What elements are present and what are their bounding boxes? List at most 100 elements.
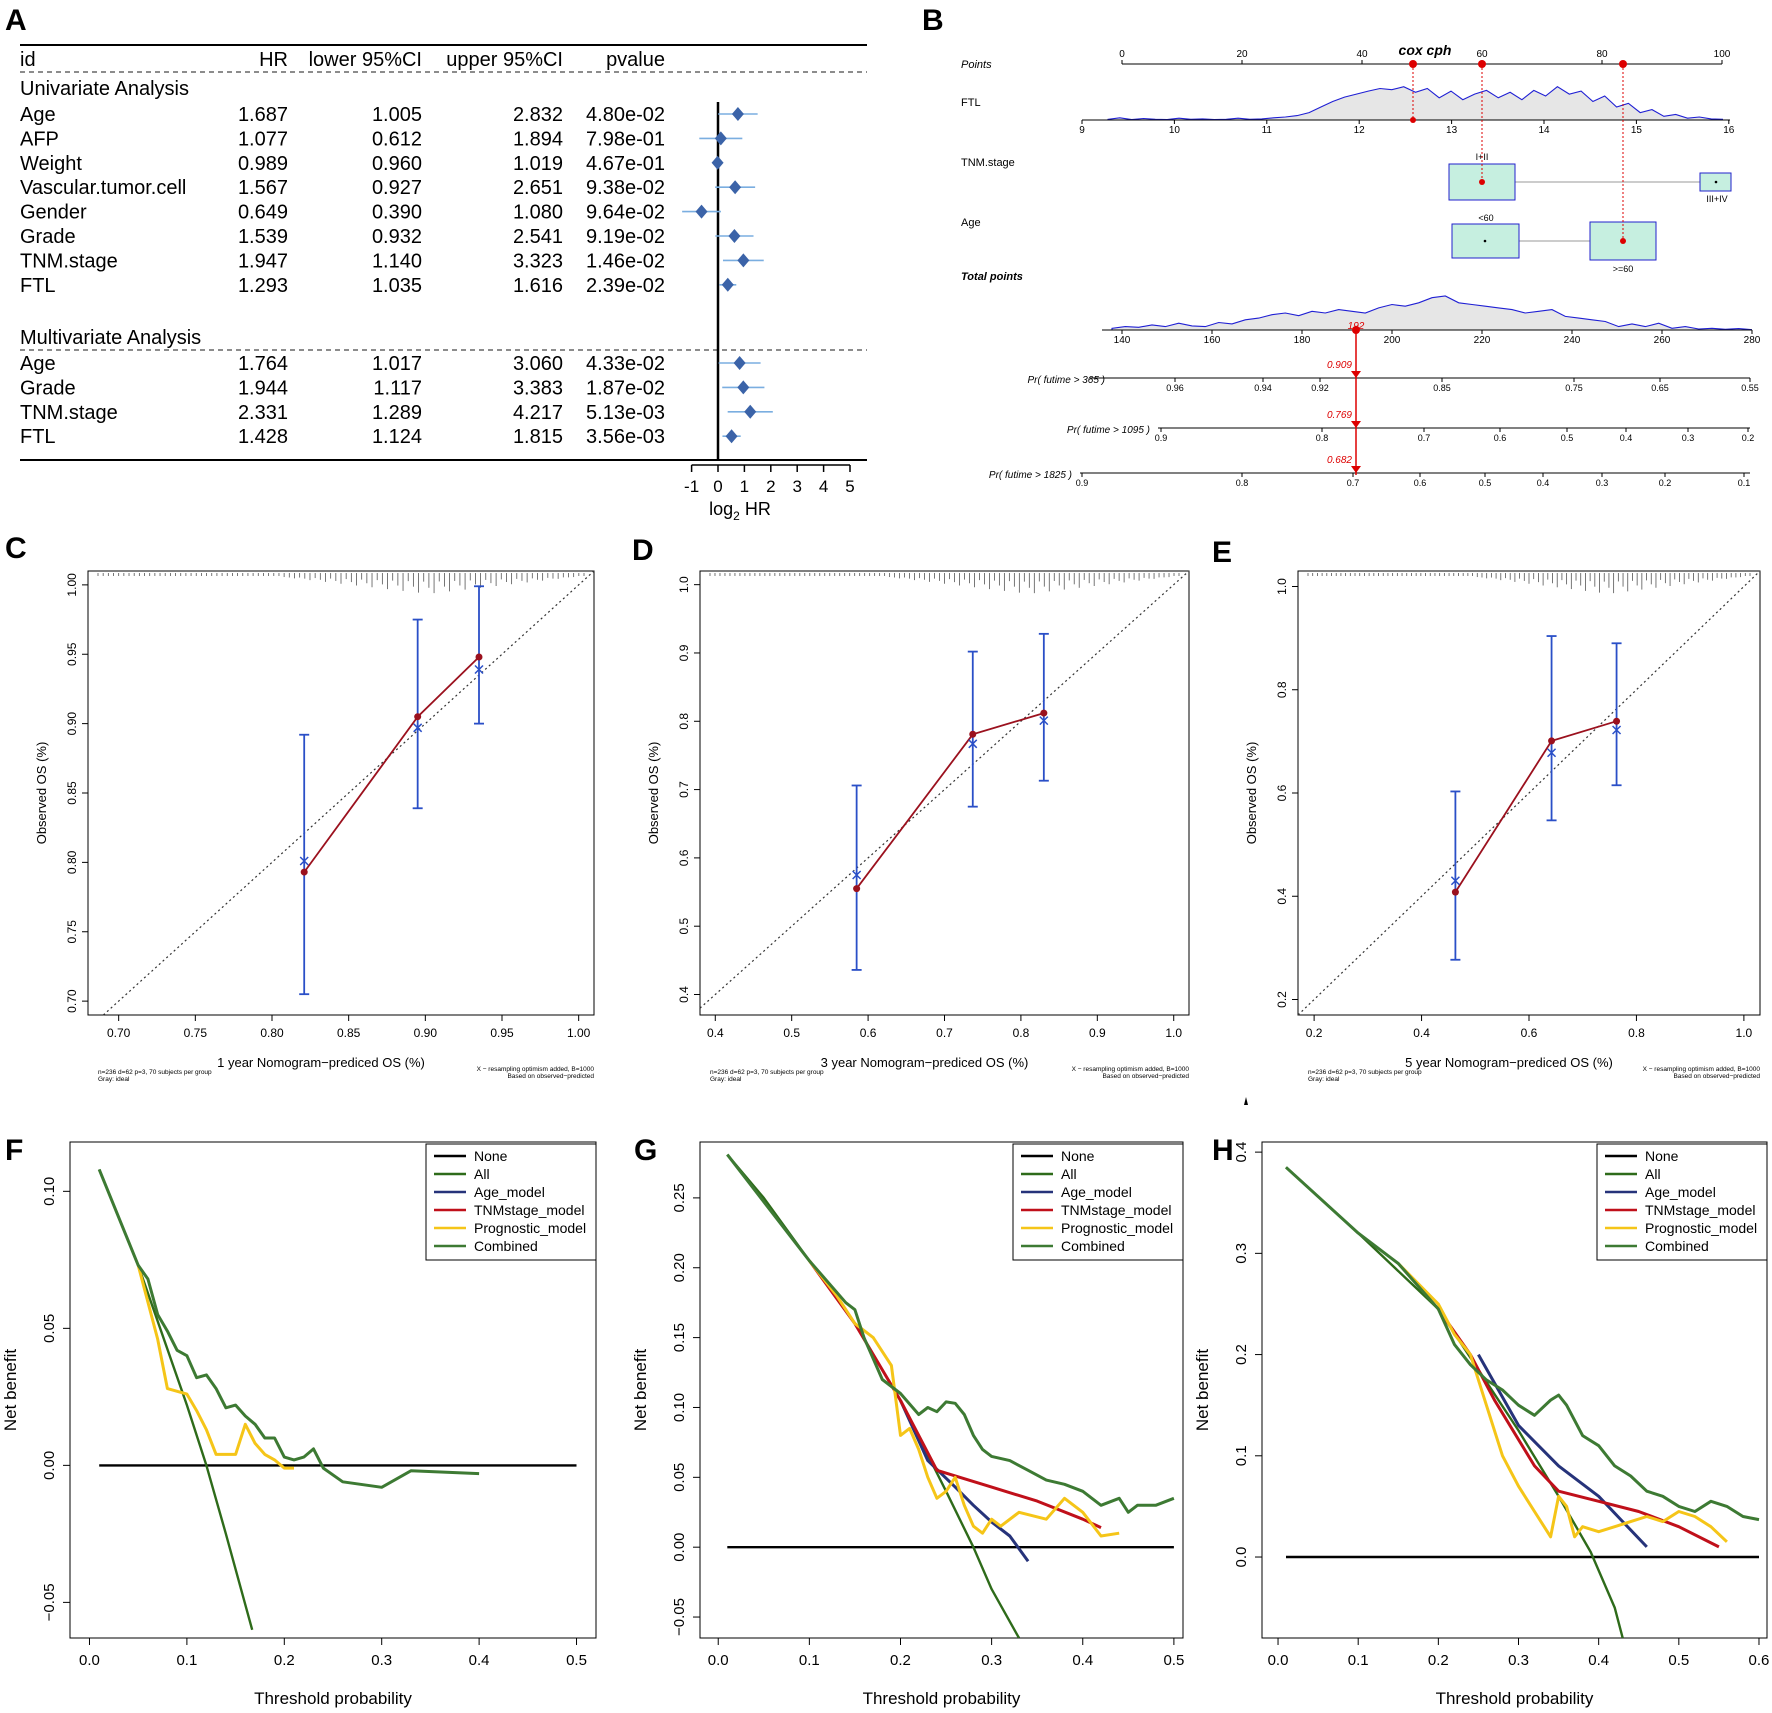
note-left-0: n=236 d=62 p=3, 70 subjects per group	[710, 1069, 824, 1076]
uni-hr-point-0	[731, 107, 744, 121]
series-all	[726, 1153, 1021, 1638]
legend-label-2: Age_model	[1061, 1184, 1132, 1200]
series-combined	[97, 1168, 480, 1489]
legend-label-2: Age_model	[1645, 1184, 1716, 1200]
calibration-1-year: 0.70 0.75 0.80 0.85 0.90 0.95 1.00 0.70 0.75 0.80…	[34, 570, 595, 1083]
uni-lower-0: 1.005	[372, 104, 422, 126]
pr1095-axis-label-1: 0.8	[1316, 433, 1329, 443]
uni-hr-2: 0.989	[238, 153, 288, 175]
y-tick-label-1: 0.00	[41, 1451, 58, 1480]
dca-frame	[69, 1141, 597, 1639]
uni-hr-6: 1.947	[238, 250, 288, 272]
uni-id-5: Grade	[20, 226, 76, 248]
total-axis-label-1: 160	[1204, 335, 1221, 346]
uni-lower-6: 1.140	[372, 250, 422, 272]
uni-pvalue-3: 9.38e-02	[586, 177, 665, 199]
dca-ylabel: Net benefit	[1193, 1349, 1212, 1431]
points-axis-label-1: 20	[1236, 49, 1248, 60]
multi-id-3: FTL	[20, 426, 56, 448]
uni-hr-point-1	[714, 131, 727, 146]
x-tick-label-2: 0.2	[890, 1652, 911, 1669]
corrected-point-1	[1547, 748, 1557, 758]
uni-lower-4: 0.390	[372, 202, 422, 224]
series-age-model	[899, 1399, 1030, 1563]
total-value-label: 192	[1348, 321, 1365, 332]
x-tick-label-1: 0.1	[799, 1652, 820, 1669]
multi-pvalue-3: 3.56e-03	[586, 426, 665, 448]
pr365-axis-label-2: 0.92	[1311, 383, 1329, 393]
x-tick-label-5: 0.9	[1089, 1026, 1106, 1040]
x-tick-label-0: 0.0	[1268, 1652, 1289, 1669]
x-tick-label-6: 0.6	[1749, 1652, 1770, 1669]
tnm-value-dot	[1479, 179, 1485, 185]
dca-1-year: None All Age_model TNMstage_model Prognostic…	[1, 1141, 597, 1708]
observed-point-1	[969, 730, 977, 738]
uni-hr-4: 0.649	[238, 202, 288, 224]
ftl-axis-label-3: 12	[1354, 125, 1366, 136]
series-all	[98, 1168, 254, 1631]
pr365-axis-label-4: 0.75	[1565, 383, 1583, 393]
header-hr: HR	[259, 49, 288, 71]
pr1825-axis-label-6: 0.3	[1596, 478, 1609, 488]
legend-label-3: TNMstage_model	[474, 1202, 585, 1218]
uni-id-4: Gender	[20, 202, 87, 224]
uni-lower-2: 0.960	[372, 153, 422, 175]
forest-axis: -1 0 1 2 3 4 5	[684, 464, 855, 496]
note-right-1: Based on observed−predicted	[1673, 1073, 1760, 1080]
forest-tick-label-3: 2	[766, 477, 775, 496]
pr365-axis-label-3: 0.85	[1433, 383, 1451, 393]
multi-lower-2: 1.289	[372, 402, 422, 424]
label-pr-1825: Pr( futime > 1825 )	[989, 470, 1072, 481]
observed-line	[1454, 720, 1617, 893]
panel-letter-e: E	[1212, 536, 1232, 569]
total-axis-label-0: 140	[1114, 335, 1131, 346]
y-tick-label-4: 1.0	[1275, 578, 1289, 595]
y-tick-label-5: 0.9	[677, 644, 691, 661]
uni-upper-0: 2.832	[513, 104, 563, 126]
y-tick-label-1: 0.5	[677, 918, 691, 935]
pr-arrow-2	[1351, 466, 1361, 473]
uni-id-1: AFP	[20, 128, 59, 150]
section-univariate: Univariate Analysis	[20, 78, 189, 100]
dca-3-year: None All Age_model TNMstage_model Prognostic…	[631, 1141, 1184, 1708]
uni-hr-point-7	[721, 277, 734, 292]
y-tick-label-3: 0.10	[41, 1177, 58, 1206]
ftl-density-fill	[1108, 86, 1723, 120]
multi-id-2: TNM.stage	[20, 402, 118, 424]
corrected-point-2	[474, 664, 484, 675]
x-tick-label-4: 0.4	[1072, 1652, 1093, 1669]
uni-id-0: Age	[20, 104, 56, 126]
x-tick-label-3: 0.3	[371, 1652, 392, 1669]
x-tick-label-1: 0.5	[783, 1026, 800, 1040]
uni-lower-3: 0.927	[372, 177, 422, 199]
y-tick-label-5: 0.20	[671, 1253, 688, 1282]
y-tick-label-4: 0.8	[677, 713, 691, 730]
x-tick-label-0: 0.0	[708, 1652, 729, 1669]
total-axis-label-5: 240	[1564, 335, 1581, 346]
dca-frame	[699, 1141, 1184, 1639]
multi-hr-0: 1.764	[238, 353, 288, 375]
calib-ylabel: Observed OS (%)	[646, 742, 661, 845]
nomogram-title: cox cph	[1399, 42, 1452, 58]
x-tick-label-3: 0.3	[1508, 1652, 1529, 1669]
uni-hr-3: 1.567	[238, 177, 288, 199]
legend-label-1: All	[474, 1166, 490, 1182]
legend-label-0: None	[1645, 1148, 1679, 1164]
x-tick-label-2: 0.2	[274, 1652, 295, 1669]
total-axis-label-3: 200	[1384, 335, 1401, 346]
uni-id-2: Weight	[20, 153, 82, 175]
uni-pvalue-0: 4.80e-02	[586, 104, 665, 126]
x-tick-label-3: 0.8	[1628, 1026, 1645, 1040]
label-total-points: Total points	[961, 271, 1023, 283]
y-tick-label-0: 0.70	[65, 989, 79, 1013]
uni-upper-5: 2.541	[513, 226, 563, 248]
corrected-point-2	[1039, 716, 1049, 726]
forest-tick-label-0: -1	[684, 477, 699, 496]
age-level-old: >=60	[1613, 264, 1634, 274]
multi-pvalue-0: 4.33e-02	[586, 353, 665, 375]
uni-id-7: FTL	[20, 275, 56, 297]
legend-label-4: Prognostic_model	[1061, 1220, 1173, 1236]
x-tick-label-4: 0.4	[1588, 1652, 1609, 1669]
multi-id-1: Grade	[20, 377, 76, 399]
